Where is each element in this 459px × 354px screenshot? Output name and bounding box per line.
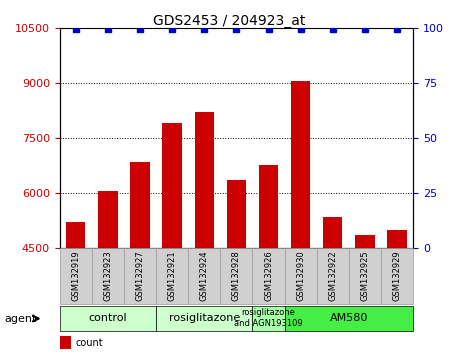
Bar [252, 306, 285, 331]
Bar [98, 191, 118, 354]
Bar [195, 113, 214, 354]
Text: GSM132929: GSM132929 [392, 251, 402, 301]
Bar [291, 81, 310, 354]
Text: rosiglitazone: rosiglitazone [168, 313, 240, 323]
Bar [66, 222, 85, 354]
Text: GSM132921: GSM132921 [168, 251, 177, 301]
Bar [162, 124, 182, 354]
Bar [156, 248, 188, 304]
Bar [387, 229, 407, 354]
Bar [259, 166, 278, 354]
Text: GSM132930: GSM132930 [296, 251, 305, 301]
Bar [349, 248, 381, 304]
Bar [355, 235, 375, 354]
Bar [220, 248, 252, 304]
Bar [60, 336, 71, 349]
Bar [323, 217, 342, 354]
Bar [60, 306, 156, 331]
Bar [252, 248, 285, 304]
Bar [381, 248, 413, 304]
Text: AM580: AM580 [330, 313, 368, 323]
Text: GSM132927: GSM132927 [135, 251, 145, 301]
Text: GSM132928: GSM132928 [232, 251, 241, 301]
Bar [156, 306, 252, 331]
Text: GDS2453 / 204923_at: GDS2453 / 204923_at [153, 14, 306, 28]
Bar [92, 248, 124, 304]
Text: count: count [76, 338, 103, 348]
Text: GSM132924: GSM132924 [200, 251, 209, 301]
Text: GSM132923: GSM132923 [103, 251, 112, 301]
Bar [188, 248, 220, 304]
Text: agent: agent [5, 314, 37, 324]
Bar [130, 162, 150, 354]
Text: GSM132926: GSM132926 [264, 251, 273, 301]
Text: rosiglitazone
and AGN193109: rosiglitazone and AGN193109 [234, 308, 303, 328]
Text: control: control [89, 313, 127, 323]
Text: GSM132925: GSM132925 [360, 251, 369, 301]
Text: GSM132919: GSM132919 [71, 251, 80, 301]
Text: GSM132922: GSM132922 [328, 251, 337, 301]
Bar [60, 248, 92, 304]
Bar [317, 248, 349, 304]
Bar [227, 180, 246, 354]
Bar [285, 248, 317, 304]
Bar [124, 248, 156, 304]
Bar [285, 306, 413, 331]
